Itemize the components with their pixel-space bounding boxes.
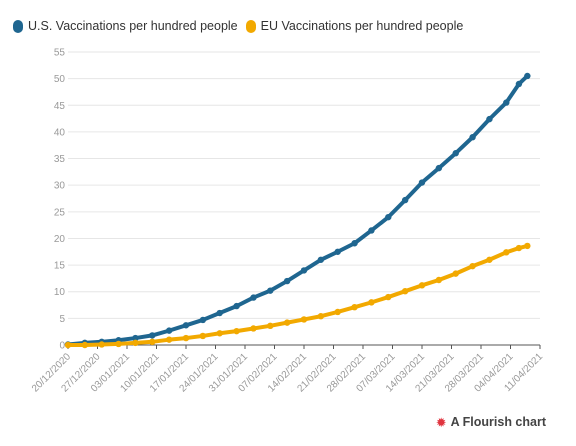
us-data-point [401, 196, 409, 204]
eu-data-point [515, 244, 523, 252]
eu-data-point [98, 341, 105, 348]
us-data-point [452, 150, 459, 157]
eu-data-point [115, 340, 122, 348]
y-tick-label: 55 [54, 48, 66, 59]
y-tick-label: 5 [59, 314, 65, 325]
y-tick-label: 40 [54, 127, 66, 138]
eu-data-point [334, 308, 341, 316]
eu-data-point [418, 282, 426, 289]
us-data-point [199, 316, 207, 324]
y-tick-label: 0 [59, 341, 65, 352]
us-series-line [66, 73, 530, 347]
eu-data-point [250, 325, 257, 332]
us-data-point [300, 267, 308, 274]
y-tick-label: 25 [54, 207, 66, 218]
us-data-point [216, 309, 223, 317]
eu-data-point [368, 299, 375, 306]
us-data-point [515, 80, 523, 88]
eu-data-point [385, 293, 392, 301]
y-tick-label: 45 [54, 101, 66, 112]
eu-data-point [300, 316, 308, 323]
us-data-point [503, 99, 510, 106]
eu-data-point [486, 256, 493, 263]
us-data-point [233, 302, 240, 310]
eu-data-point [469, 262, 476, 270]
us-data-point [486, 115, 493, 123]
eu-data-point [283, 319, 291, 326]
eu-data-point [132, 339, 139, 347]
eu-data-point [524, 242, 531, 250]
us-data-point [283, 277, 291, 285]
us-data-point [250, 294, 257, 301]
us-data-point [165, 327, 173, 334]
eu-data-point [165, 336, 173, 343]
legend-label-us: U.S. Vaccinations per hundred people [28, 19, 238, 33]
flourish-credit[interactable]: ✹ A Flourish chart [436, 415, 546, 429]
us-data-point [418, 179, 426, 186]
eu-swatch [245, 19, 256, 33]
y-tick-label: 10 [54, 287, 66, 298]
eu-data-point [199, 332, 207, 340]
us-data-point [351, 240, 358, 247]
us-data-point [182, 322, 190, 329]
eu-data-point [233, 327, 240, 335]
y-tick-label: 50 [54, 74, 66, 85]
eu-data-point [149, 338, 156, 346]
us-data-point [524, 72, 531, 80]
eu-data-point [503, 249, 510, 256]
us-data-point [149, 332, 156, 339]
us-data-point [435, 164, 443, 172]
legend-label-eu: EU Vaccinations per hundred people [260, 19, 464, 33]
us-data-point [267, 287, 274, 294]
y-tick-label: 15 [54, 261, 66, 272]
eu-data-point [351, 303, 358, 311]
legend-item-eu[interactable]: EU Vaccinations per hundred people [245, 19, 464, 33]
eu-data-point [317, 313, 325, 320]
flourish-credit-label: A Flourish chart [450, 415, 546, 429]
us-data-point [469, 134, 476, 141]
us-data-point [317, 256, 325, 263]
us-data-point [132, 334, 139, 342]
flourish-logo-icon: ✹ [435, 414, 447, 430]
legend-item-us[interactable]: U.S. Vaccinations per hundred people [13, 19, 238, 33]
eu-data-point [81, 341, 89, 349]
y-tick-label: 20 [54, 234, 66, 245]
eu-data-point [401, 287, 409, 295]
eu-data-point [452, 270, 459, 277]
us-data-point [368, 227, 375, 234]
y-tick-label: 35 [54, 154, 66, 165]
eu-data-point [267, 322, 274, 330]
us-data-point [385, 213, 392, 221]
eu-series-line [66, 243, 530, 347]
eu-data-point [64, 341, 72, 349]
y-tick-label: 30 [54, 181, 66, 192]
legend: U.S. Vaccinations per hundred people EU … [13, 19, 463, 33]
us-swatch [13, 19, 23, 33]
eu-data-point [182, 334, 190, 342]
eu-data-point [216, 330, 223, 337]
us-data-point [334, 248, 341, 255]
eu-data-point [435, 276, 443, 284]
